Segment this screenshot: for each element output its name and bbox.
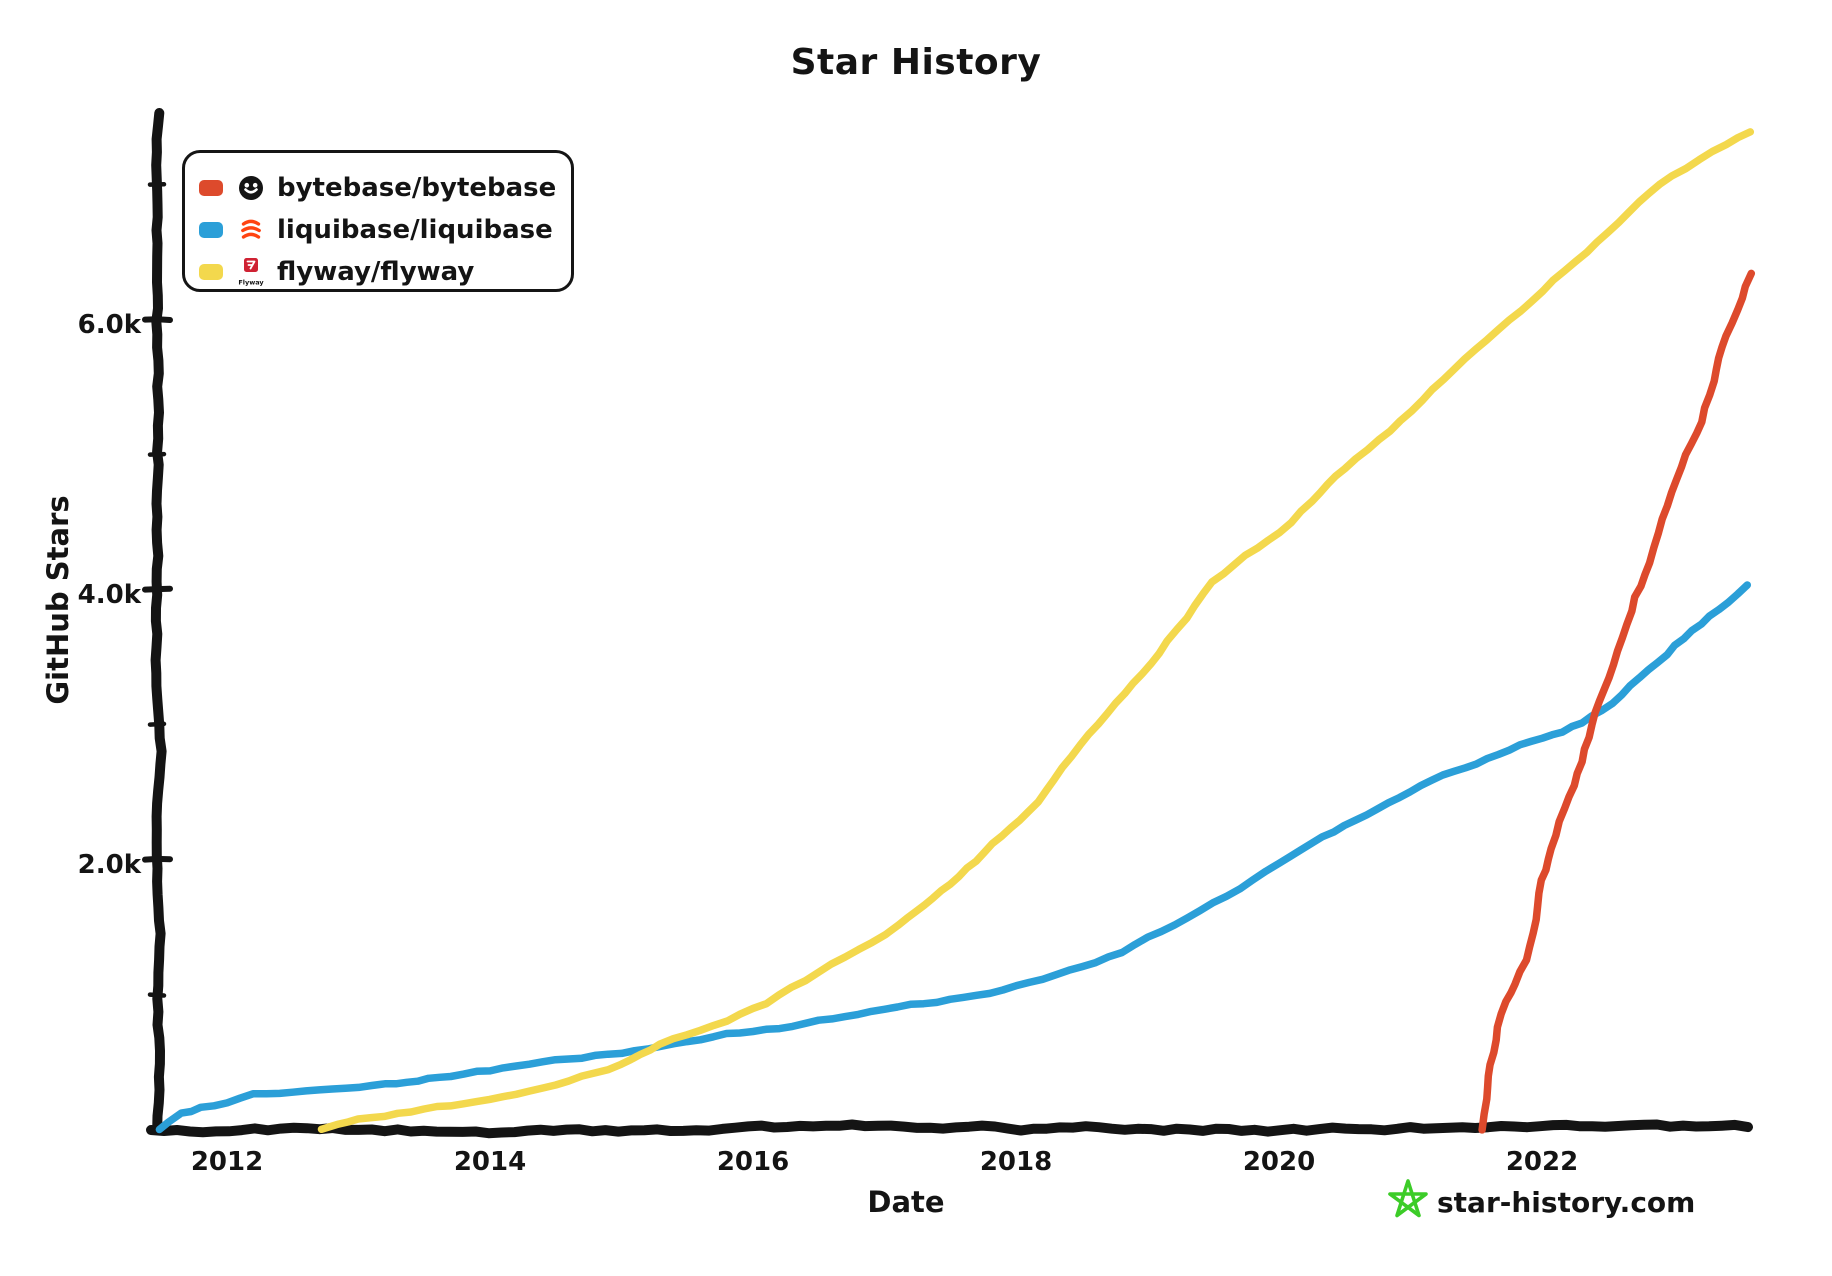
y-axis-minor-tick [147,721,167,727]
legend-label-liquibase: liquibase/liquibase [277,215,553,245]
watermark-text[interactable]: star-history.com [1437,1186,1695,1219]
bytebase-avatar-icon [236,175,266,201]
y-tick-label-4k: 4.0k [78,580,142,610]
x-tick-label-2016: 2016 [717,1147,789,1177]
series-lines [155,128,1756,1134]
liquibase-color-swatch [199,222,223,238]
legend-label-bytebase: bytebase/bytebase [277,173,557,203]
x-tick-label-2022: 2022 [1506,1147,1578,1177]
x-tick-label-2014: 2014 [454,1147,526,1177]
chart-title: Star History [791,42,1042,83]
flyway-color-swatch [199,264,223,280]
x-tick-label-2018: 2018 [980,1147,1052,1177]
series-line-liquibase [155,581,1752,1134]
star-history-logo-icon [1388,1179,1428,1218]
series-line-flyway [317,128,1755,1134]
y-axis-tick [142,855,173,863]
flyway-logo-text: Flyway [238,279,264,287]
y-tick-label-6k: 6.0k [78,310,142,340]
legend-item-flyway: Flyway flyway/flyway [185,251,571,293]
legend-item-liquibase: liquibase/liquibase [185,209,571,251]
legend-item-bytebase: bytebase/bytebase [185,167,571,209]
bytebase-color-swatch [199,180,223,196]
x-tick-label-2012: 2012 [191,1147,263,1177]
y-axis-minor-tick [147,992,167,998]
x-axis-line [146,1119,1753,1139]
x-axis-label: Date [867,1185,944,1219]
y-axis-line [150,108,167,1134]
y-tick-label-2k: 2.0k [78,850,142,880]
y-axis-tick [142,316,173,323]
flyway-avatar-icon: Flyway [236,257,266,287]
series-line-bytebase [1478,269,1756,1134]
y-axis-minor-tick [147,451,167,457]
y-axis-tick [142,585,173,593]
x-tick-label-2020: 2020 [1243,1147,1315,1177]
legend: bytebase/bytebase liquibase/liquibase [182,150,574,292]
y-axis-label: GitHub Stars [41,495,75,704]
legend-label-flyway: flyway/flyway [277,257,475,287]
watermark-link[interactable]: star-history.com [1388,1179,1695,1219]
liquibase-avatar-icon [236,217,266,243]
